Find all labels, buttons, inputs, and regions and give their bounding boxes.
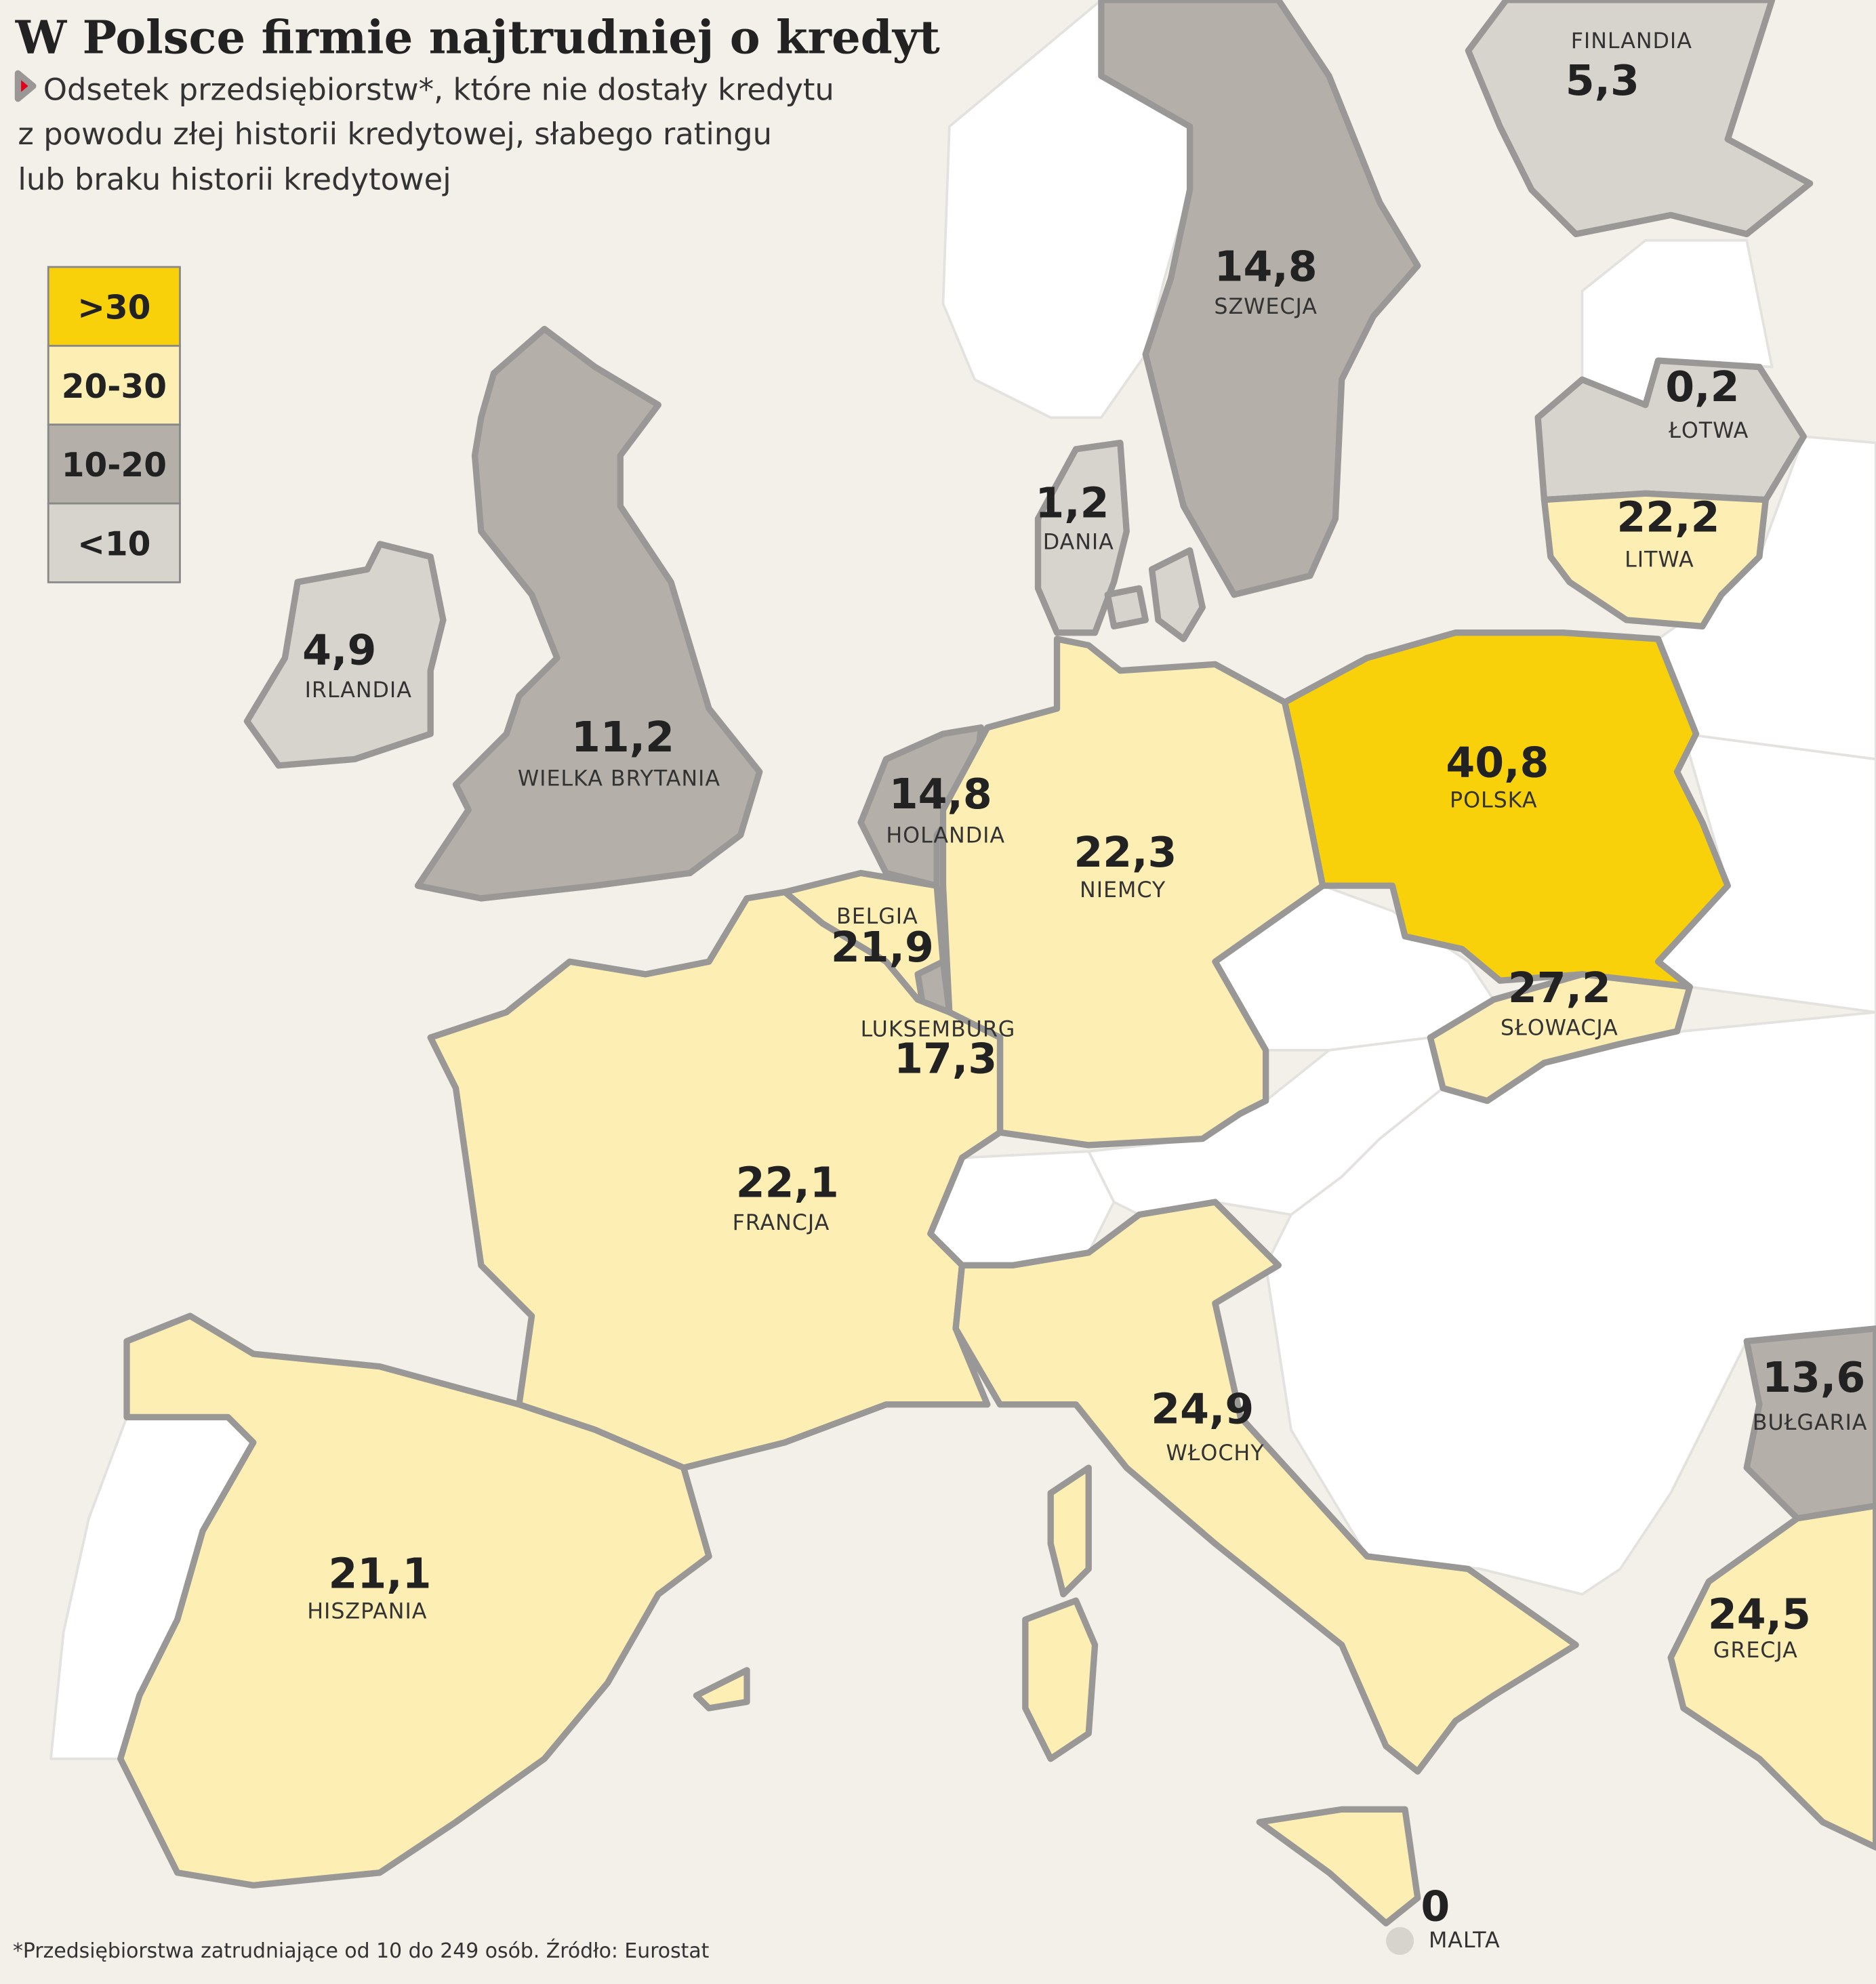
- country-name: SŁOWACJA: [1501, 1016, 1618, 1040]
- legend-swatch: [47, 423, 181, 505]
- country-name: HOLANDIA: [886, 824, 1005, 848]
- value-label: 22,2: [1616, 493, 1719, 541]
- subtitle: lub braku historii kredytowej: [18, 161, 451, 197]
- country-name: ŁOTWA: [1668, 419, 1749, 443]
- country: [939, 636, 1326, 1149]
- country-name: WIELKA BRYTANIA: [518, 767, 720, 791]
- legend-label: <10: [77, 526, 150, 564]
- country: [693, 1667, 750, 1712]
- value-label: 24,9: [1151, 1385, 1254, 1434]
- value-label: 21,1: [328, 1550, 431, 1598]
- country-name: GRECJA: [1713, 1638, 1798, 1663]
- value-label: 1,2: [1035, 479, 1109, 528]
- country-name: DANIA: [1043, 530, 1114, 554]
- legend-label: >30: [77, 289, 150, 327]
- value-label: 21,9: [831, 923, 934, 972]
- country: [1104, 585, 1149, 630]
- country: [1148, 547, 1206, 642]
- bullet: [14, 70, 37, 102]
- value-label: 24,5: [1708, 1590, 1811, 1638]
- country: [1047, 1464, 1092, 1598]
- country: [1541, 490, 1769, 630]
- country: [1098, 0, 1421, 598]
- country-name: BUŁGARIA: [1753, 1411, 1868, 1435]
- country-name: NIEMCY: [1080, 878, 1166, 903]
- country-name: POLSKA: [1450, 788, 1538, 812]
- country-name: MALTA: [1429, 1928, 1501, 1953]
- countries: [117, 0, 1876, 1956]
- value-label: 0,2: [1665, 363, 1739, 411]
- legend-swatch: [47, 344, 181, 426]
- value-label: 17,3: [894, 1035, 997, 1083]
- country-name: SZWECJA: [1214, 295, 1318, 319]
- country: [414, 325, 763, 902]
- value-label: 4,9: [302, 625, 376, 674]
- footnote: *Przedsiębiorstwa zatrudniające od 10 do…: [13, 1939, 709, 1963]
- country: [1281, 629, 1731, 991]
- value-label: 0: [1421, 1882, 1450, 1931]
- title: W Polsce firmie najtrudniej o kredyt: [15, 10, 940, 64]
- legend-label: 10-20: [62, 447, 167, 484]
- value-label: 27,2: [1508, 964, 1611, 1012]
- country: [1256, 1806, 1421, 1927]
- country: [952, 1199, 1579, 1775]
- value-label: 11,2: [571, 713, 674, 762]
- country-name: HISZPANIA: [307, 1599, 427, 1624]
- country-name: FRANCJA: [733, 1211, 830, 1235]
- subtitle: z powodu złej historii kredytowej, słabe…: [18, 116, 772, 152]
- value-label: 22,3: [1074, 828, 1177, 877]
- subtitle: Odsetek przedsiębiorstw*, które nie dost…: [43, 72, 834, 108]
- legend-swatch: [47, 502, 181, 583]
- country: [243, 541, 447, 769]
- country-name: FINLANDIA: [1571, 29, 1692, 54]
- country-name: LUKSEMBURG: [861, 1017, 1016, 1041]
- country-dot: [1386, 1926, 1414, 1956]
- country: [1034, 439, 1130, 636]
- country: [1465, 0, 1814, 238]
- legend-label: 20-30: [62, 368, 167, 406]
- country: [427, 888, 1004, 1471]
- legend: >30 20-30 10-20 <10: [47, 266, 181, 583]
- value-label: 14,8: [1215, 243, 1318, 291]
- country-name: BELGIA: [836, 905, 918, 929]
- country: [1427, 971, 1693, 1104]
- country: [1022, 1597, 1099, 1762]
- value-label: 14,8: [889, 770, 992, 819]
- country-name: WŁOCHY: [1166, 1441, 1264, 1466]
- country-name: IRLANDIA: [305, 678, 412, 703]
- country: [117, 1313, 712, 1889]
- value-label: 13,6: [1762, 1353, 1865, 1402]
- legend-swatch: [47, 266, 181, 347]
- country-name: LITWA: [1625, 548, 1694, 573]
- value-label: 5,3: [1566, 56, 1639, 105]
- value-label: 22,1: [736, 1159, 839, 1207]
- value-label: 40,8: [1446, 739, 1549, 787]
